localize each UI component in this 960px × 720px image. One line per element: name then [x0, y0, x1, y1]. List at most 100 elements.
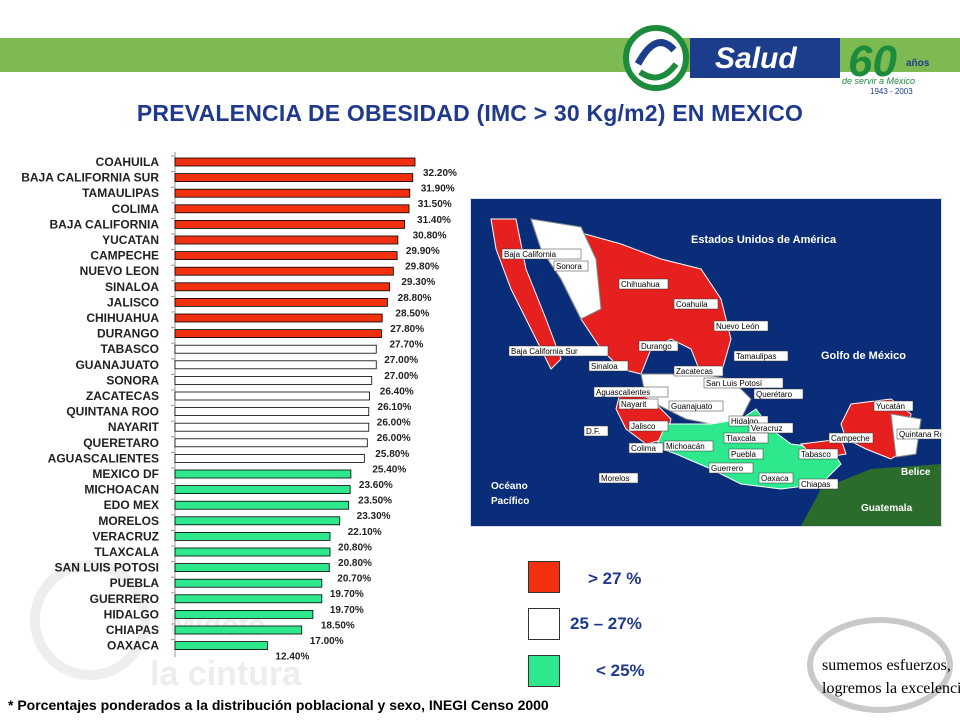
map-state-label: Guanajuato — [671, 402, 713, 411]
data-label: 26.00% — [377, 433, 411, 444]
data-label: 30.80% — [413, 230, 447, 241]
data-label: 32.20% — [423, 168, 457, 179]
data-label: 27.70% — [389, 340, 423, 351]
bar — [174, 204, 410, 214]
category-label: SONORA — [106, 373, 159, 387]
logo-years: 60 — [848, 37, 897, 86]
map-state-label: Baja California — [504, 250, 557, 259]
bar — [174, 329, 382, 339]
map-label-ocean2: Pacífico — [491, 496, 529, 507]
data-label: 19.70% — [330, 605, 364, 616]
bar — [174, 391, 370, 401]
category-label: AGUASCALIENTES — [48, 451, 159, 465]
category-label: JALISCO — [107, 295, 159, 309]
bar — [174, 531, 331, 541]
legend-swatch-high — [528, 561, 560, 593]
map-state-label-bg — [588, 360, 629, 372]
category-label: COAHUILA — [96, 155, 160, 169]
map-state-label-bg — [798, 478, 839, 490]
legend-label-high: > 27 % — [588, 569, 642, 588]
bar — [174, 609, 314, 619]
bar — [174, 438, 368, 448]
map-state-label: D.F. — [586, 427, 600, 436]
map-state-label-bg — [638, 340, 679, 352]
bar — [174, 282, 391, 292]
category-label: COLIMA — [112, 202, 160, 216]
category-label: NAYARIT — [108, 420, 160, 434]
map-state-label-bg — [668, 400, 724, 412]
data-label: 28.50% — [395, 308, 429, 319]
map-state-label: Nuevo León — [716, 322, 759, 331]
data-label: 29.90% — [406, 246, 440, 257]
bar — [174, 344, 377, 354]
map-state-label-bg — [598, 472, 639, 484]
data-label: 20.80% — [338, 542, 372, 553]
data-label: 18.50% — [321, 620, 355, 631]
category-label: HIDALGO — [104, 607, 159, 621]
map-state-label-bg — [703, 377, 784, 389]
data-label: 31.40% — [417, 215, 451, 226]
legend-label-low: < 25% — [596, 661, 645, 680]
map-state-label-bg — [728, 415, 769, 427]
bar — [174, 266, 394, 276]
data-label: 25.40% — [372, 464, 406, 475]
category-label: CAMPECHE — [90, 249, 159, 263]
map-state-label-bg — [501, 248, 582, 260]
map-state-label-bg — [618, 278, 669, 290]
data-label: 23.60% — [359, 480, 393, 491]
data-label: 23.30% — [357, 511, 391, 522]
slogan-badge: sumemos esfuerzos, logremos la excelenci… — [807, 617, 960, 713]
bar — [174, 407, 370, 417]
map-state-label: Sonora — [556, 262, 582, 271]
category-label: NUEVO LEON — [80, 264, 159, 278]
data-label: 26.40% — [380, 386, 414, 397]
bar — [174, 360, 377, 370]
map-state-label: Guerrero — [711, 464, 744, 473]
map-label-usa: Estados Unidos de América — [691, 234, 837, 246]
data-label: 26.00% — [377, 418, 411, 429]
map-state-label-bg — [593, 386, 669, 398]
map-state-label-bg — [753, 388, 804, 400]
slogan-line1: sumemos esfuerzos, — [822, 657, 951, 674]
map-state-label: Colima — [631, 444, 656, 453]
map-state-label-bg — [673, 298, 719, 310]
obesity-bar-chart: COAHUILA 32.20% BAJA CALIFORNIA SUR 31.90% T… — [21, 152, 457, 663]
map-state-label: Nayarit — [621, 400, 647, 409]
map-state-labels: Baja California Sonora Chihuahua Coahuila Nu… — [501, 248, 942, 490]
bar — [174, 578, 323, 588]
bar — [174, 547, 331, 557]
map-label-guatemala: Guatemala — [861, 503, 913, 514]
data-label: 29.30% — [401, 277, 435, 288]
data-label: 23.50% — [358, 496, 392, 507]
map-state-label: Campeche — [831, 434, 870, 443]
map-state-label-bg — [628, 420, 669, 432]
bar — [174, 516, 341, 526]
data-label: 28.80% — [398, 293, 432, 304]
logo-word: Salud — [715, 42, 797, 75]
category-label: MICHOACAN — [84, 483, 159, 497]
map-state-label: Chiapas — [801, 480, 830, 489]
data-label: 12.40% — [275, 652, 309, 663]
map-state-label: Quintana Roo — [899, 430, 942, 439]
map-state-label: Veracruz — [751, 424, 783, 433]
bar — [174, 453, 365, 463]
bar — [174, 563, 330, 573]
bar — [174, 485, 351, 495]
category-label: SAN LUIS POTOSI — [55, 561, 159, 575]
map-state-label-bg — [798, 448, 839, 460]
map-state-label-bg — [508, 345, 609, 357]
data-label: 27.00% — [384, 355, 418, 366]
category-label: MORELOS — [98, 514, 159, 528]
category-label: MEXICO DF — [92, 467, 159, 481]
category-label: TAMAULIPAS — [82, 186, 159, 200]
bar — [174, 235, 399, 245]
bar — [174, 188, 411, 198]
map-state-label: Yucatán — [876, 402, 905, 411]
map-label-ocean1: Océano — [491, 481, 528, 492]
category-label: CHIAPAS — [106, 623, 159, 637]
data-label: 22.10% — [348, 527, 382, 538]
map-state-label: Querétaro — [756, 390, 793, 399]
map-state-label: Zacatecas — [676, 367, 713, 376]
category-label: OAXACA — [107, 639, 159, 653]
mexico-map: Estados Unidos de América Golfo de Méxic… — [470, 198, 942, 527]
